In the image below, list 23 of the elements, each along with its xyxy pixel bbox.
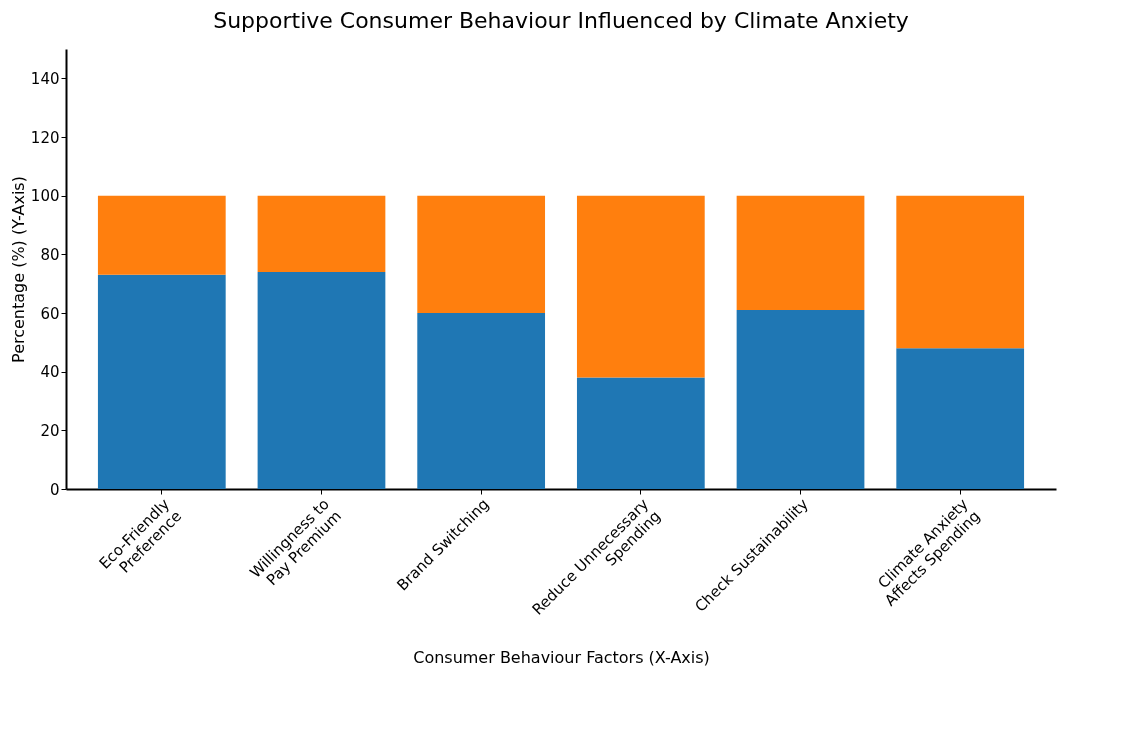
y-tick-label: 100 [30,187,60,206]
bar [417,195,546,313]
y-tick-label: 40 [40,363,60,382]
x-axis-title: Consumer Behaviour Factors (X-Axis) [413,648,710,668]
bar [736,195,865,311]
y-tick-label: 120 [30,128,60,147]
bar [97,195,226,275]
y-tick-label: 140 [30,69,60,88]
bar [97,274,226,489]
bar [576,195,705,378]
bar [576,377,705,489]
bar [896,195,1025,349]
bar [257,271,386,489]
bar [417,313,546,489]
bar [736,310,865,489]
bar [257,195,386,272]
y-tick-label: 0 [49,480,60,499]
y-tick-label: 20 [40,421,60,440]
y-axis-title: Percentage (%) (Y-Axis) [8,176,28,363]
chart-title: Supportive Consumer Behaviour Influenced by Climate Anxiety [213,8,909,33]
bar [896,348,1025,489]
y-tick-label: 60 [40,304,60,323]
y-tick-label: 80 [40,245,60,264]
